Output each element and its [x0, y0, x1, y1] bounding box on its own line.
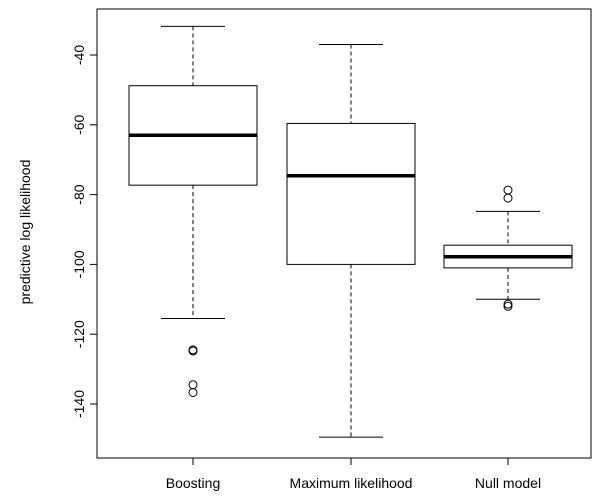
y-axis: -40 -60 -80 -100 -120 -140 — [71, 45, 98, 418]
outlier-point — [188, 380, 198, 390]
y-tick-label: -140 — [71, 390, 87, 418]
box-maximum-likelihood — [286, 44, 416, 438]
outlier-point — [503, 301, 513, 311]
outlier-point — [503, 299, 513, 309]
outlier-point — [503, 185, 513, 195]
box-rect — [286, 122, 416, 265]
box-null-model — [443, 185, 573, 311]
x-tick-label: Boosting — [166, 475, 220, 491]
y-tick-label: -120 — [71, 320, 87, 348]
x-axis: Boosting Maximum likelihood Null model — [166, 457, 541, 491]
x-tick-label: Null model — [475, 475, 541, 491]
y-tick-label: -60 — [71, 114, 87, 134]
y-tick-label: -100 — [71, 250, 87, 278]
y-tick-label: -40 — [71, 45, 87, 65]
outlier-point — [188, 346, 198, 356]
y-tick-label: -80 — [71, 184, 87, 204]
boxes-group — [128, 25, 573, 438]
box-boosting — [128, 25, 258, 397]
outlier-point — [188, 387, 198, 397]
x-tick-label: Maximum likelihood — [290, 475, 413, 491]
outlier-point — [503, 193, 513, 203]
y-axis-label: predictive log likelihood — [17, 160, 33, 305]
